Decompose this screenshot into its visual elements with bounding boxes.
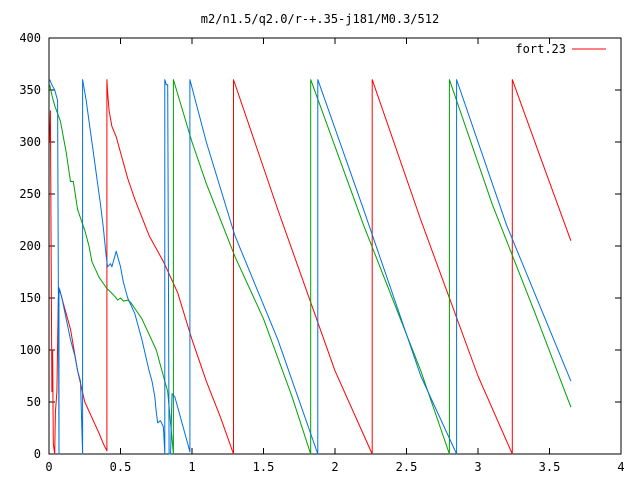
- x-tick-label: 4: [617, 460, 624, 474]
- legend: fort.23: [515, 42, 606, 56]
- y-tick-label: 150: [19, 291, 41, 305]
- x-tick-label: 0: [45, 460, 52, 474]
- x-tick-label: 3.5: [539, 460, 561, 474]
- y-tick-label: 50: [27, 395, 41, 409]
- x-tick-label: 0.5: [110, 460, 132, 474]
- x-tick-label: 2.5: [396, 460, 418, 474]
- series-line-2: [49, 79, 572, 455]
- plot-frame: [48, 37, 622, 455]
- x-tick-label: 2: [331, 460, 338, 474]
- y-axis: 0 50 100 150 200 250 300 350 400: [19, 31, 621, 461]
- y-tick-label: 400: [19, 31, 41, 45]
- chart-title: m2/n1.5/q2.0/r-+.35-j181/M0.3/512: [201, 12, 439, 26]
- y-tick-label: 350: [19, 83, 41, 97]
- y-tick-label: 100: [19, 343, 41, 357]
- y-tick-label: 200: [19, 239, 41, 253]
- y-tick-label: 250: [19, 187, 41, 201]
- x-axis: 0 0.5 1 1.5 2 2.5 3 3.5 4: [45, 38, 625, 474]
- series-layer: [49, 79, 572, 455]
- x-tick-label: 1: [188, 460, 195, 474]
- y-tick-label: 300: [19, 135, 41, 149]
- legend-label-fort-23: fort.23: [515, 42, 566, 56]
- series-line-1: [49, 79, 572, 455]
- series-line-3: [49, 79, 572, 455]
- x-tick-label: 3: [474, 460, 481, 474]
- y-tick-label: 0: [34, 447, 41, 461]
- x-tick-label: 1.5: [253, 460, 275, 474]
